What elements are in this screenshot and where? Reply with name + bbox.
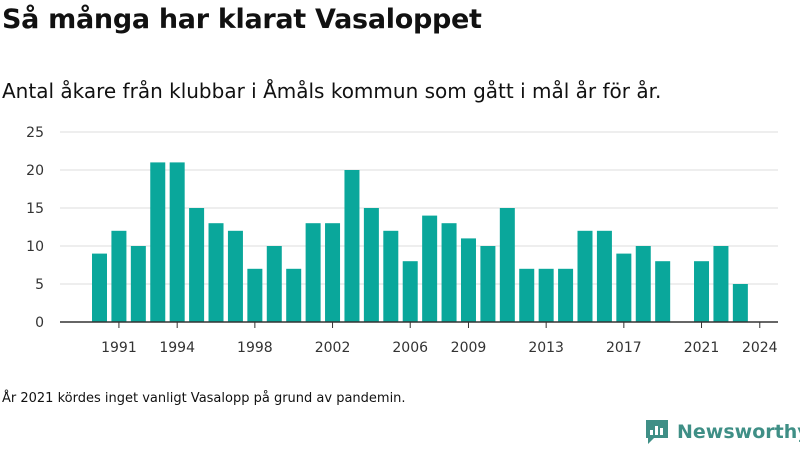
bar [92,253,107,322]
bar [111,230,127,322]
bar [247,268,263,322]
bar [305,223,321,322]
bar [150,162,166,322]
bar [519,268,535,322]
x-tick-label: 2009 [451,340,487,356]
bar [499,208,515,322]
bar [616,253,632,322]
bar [596,230,612,322]
bar [732,284,748,322]
x-tick-label: 1994 [159,340,195,356]
bar [577,230,593,322]
bar [130,246,146,322]
footnote: År 2021 kördes inget vanligt Vasalopp på… [2,391,406,406]
bar [441,223,457,322]
brand-name: Newsworthy [677,421,800,443]
y-tick-label: 0 [35,315,44,331]
brand: Newsworthy [644,418,800,446]
bar [460,238,476,322]
bar [325,223,341,322]
bar [344,170,360,322]
x-tick-label: 2017 [606,340,642,356]
bar [383,230,399,322]
y-tick-label: 25 [26,125,44,141]
bar [363,208,379,322]
bar [655,261,671,322]
bar [713,246,729,322]
bar [694,261,710,322]
bar [286,268,302,322]
chart-title: Så många har klarat Vasaloppet [2,4,482,35]
bar [635,246,651,322]
bar [402,261,418,322]
x-tick-label: 1991 [101,340,137,356]
x-tick-label: 2024 [742,340,778,356]
y-tick-label: 20 [26,163,44,179]
bar [266,246,282,322]
chart-subtitle: Antal åkare från klubbar i Åmåls kommun … [2,79,662,103]
x-tick-label: 2006 [392,340,428,356]
x-tick-label: 2013 [528,340,564,356]
x-tick-label: 2002 [315,340,351,356]
bar [558,268,574,322]
bar [422,215,438,322]
y-tick-label: 5 [35,277,44,293]
bar [169,162,185,322]
bar [189,208,205,322]
newsworthy-logo-icon [646,420,668,444]
bar [227,230,243,322]
x-tick-label: 2021 [684,340,720,356]
y-tick-label: 10 [26,239,44,255]
bar [538,268,554,322]
bar [208,223,224,322]
bar [480,246,496,322]
y-tick-label: 15 [26,201,44,217]
x-tick-label: 1998 [237,340,273,356]
bar-chart: 0 5 10 15 20 25 1991 1994 1998 2002 2006 2009 2013 20… [26,125,778,356]
